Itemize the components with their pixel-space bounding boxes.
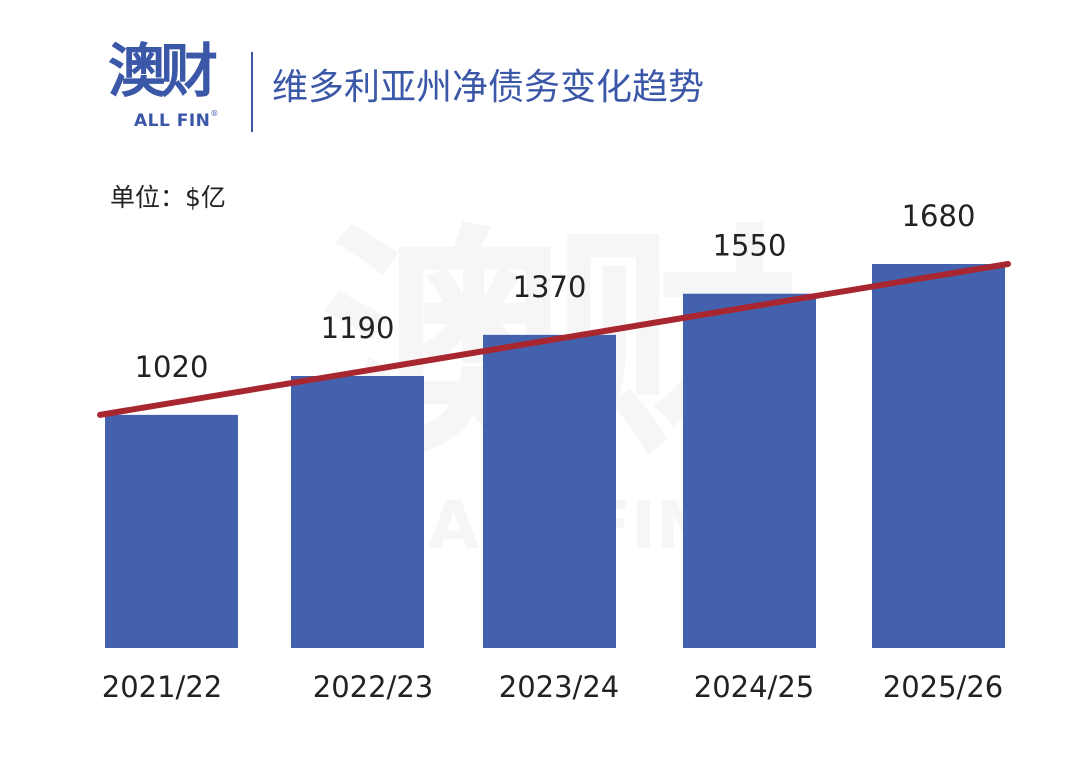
x-tick-label-2023-24: 2023/24 — [499, 670, 619, 704]
bar-2022-23 — [291, 376, 424, 648]
brand-logo: 澳财 — [108, 37, 218, 105]
bar-2023-24 — [483, 334, 616, 648]
brand-logo-subtitle: ALL FIN® — [134, 109, 219, 131]
trend-line — [97, 261, 1011, 418]
x-tick-label-2024-25: 2024/25 — [694, 670, 814, 704]
data-label-2025-26: 1680 — [902, 199, 976, 233]
bar-2024-25 — [683, 293, 816, 648]
data-label-2023-24: 1370 — [513, 270, 587, 304]
x-tick-label-2021-22: 2021/22 — [102, 670, 222, 704]
header-divider — [251, 52, 253, 132]
data-label-2024-25: 1550 — [713, 229, 787, 263]
brand-logo-subtitle-text: ALL FIN — [134, 111, 211, 131]
x-tick-label-2022-23: 2022/23 — [313, 670, 433, 704]
data-label-2022-23: 1190 — [321, 311, 395, 345]
unit-label: 单位：$亿 — [110, 183, 226, 212]
bar-2025-26 — [872, 264, 1005, 648]
chart-title: 维多利亚州净债务变化趋势 — [272, 67, 705, 108]
x-tick-label-2025-26: 2025/26 — [883, 670, 1003, 704]
data-label-2021-22: 1020 — [135, 350, 209, 384]
bar-2021-22 — [105, 414, 238, 648]
registered-mark: ® — [210, 109, 219, 118]
header: 澳财 ALL FIN® 维多利亚州净债务变化趋势 — [0, 0, 1080, 150]
